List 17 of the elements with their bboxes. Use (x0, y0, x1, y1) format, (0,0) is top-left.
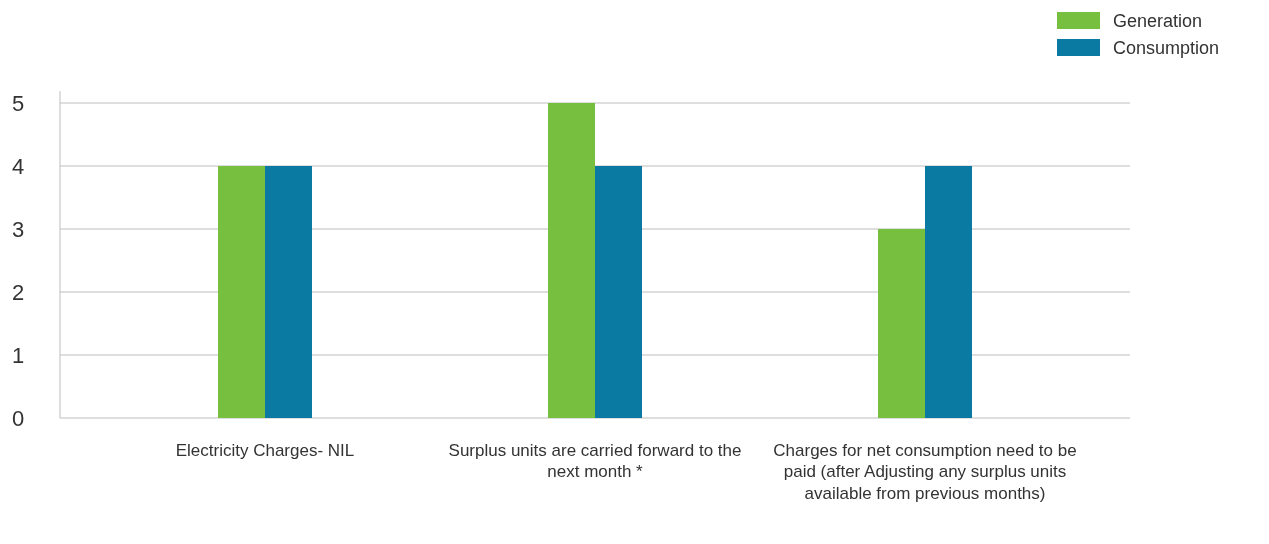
legend-label: Consumption (1113, 38, 1220, 58)
x-tick-label: Charges for net consumption need to be paid (after Adjusting any surplus units available from previous months) (773, 441, 1077, 503)
y-tick-label: 1 (12, 342, 25, 368)
bar (595, 166, 642, 418)
bar (548, 103, 595, 418)
y-tick-label: 3 (12, 216, 25, 242)
y-tick-label: 0 (12, 405, 25, 431)
bar (218, 166, 265, 418)
legend-label: Generation (1113, 11, 1203, 31)
y-tick-label: 4 (12, 153, 25, 179)
x-tick-label: Electricity Charges- NIL (175, 441, 355, 461)
x-tick-label: Surplus units are carried forward to the next month * (448, 441, 742, 482)
bar (925, 166, 972, 418)
bar (878, 229, 925, 418)
y-tick-label: 2 (12, 279, 25, 305)
bar (265, 166, 312, 418)
y-tick-label: 5 (12, 90, 25, 116)
